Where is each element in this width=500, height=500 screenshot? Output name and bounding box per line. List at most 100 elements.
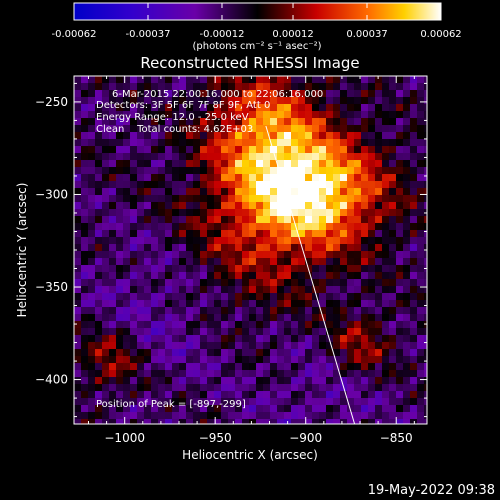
heatmap-cell [256,314,263,321]
heatmap-cell [193,398,200,405]
heatmap-cell [200,118,207,125]
heatmap-cell [151,377,158,384]
heatmap-cell [382,132,389,139]
heatmap-cell [312,265,319,272]
heatmap-cell [305,188,312,195]
heatmap-cell [193,160,200,167]
heatmap-cell [284,272,291,279]
heatmap-cell [270,202,277,209]
heatmap-cell [326,419,333,424]
heatmap-cell [368,293,375,300]
heatmap-cell [102,244,109,251]
heatmap-cell [326,146,333,153]
heatmap-cell [382,83,389,90]
heatmap-cell [95,146,102,153]
time-range-annotation: 6-Mar-2015 22:00:16.000 to 22:06:16.000 [112,89,323,100]
heatmap-cell [81,160,88,167]
heatmap-cell [410,139,417,146]
heatmap-cell [403,90,410,97]
heatmap-cell [137,272,144,279]
heatmap-cell [123,160,130,167]
heatmap-cell [389,167,396,174]
heatmap-cell [137,104,144,111]
heatmap-cell [200,349,207,356]
heatmap-cell [249,258,256,265]
heatmap-cell [235,83,242,90]
heatmap-cell [284,370,291,377]
heatmap-cell [277,398,284,405]
heatmap-cell [109,216,116,223]
heatmap-cell [417,363,424,370]
heatmap-cell [221,76,228,83]
heatmap-cell [95,209,102,216]
heatmap-cell [382,321,389,328]
heatmap-cell [424,342,427,349]
heatmap-cell [319,398,326,405]
heatmap-cell [102,328,109,335]
heatmap-cell [130,216,137,223]
heatmap-cell [130,384,137,391]
heatmap-cell [389,321,396,328]
heatmap-cell [179,384,186,391]
heatmap-cell [81,405,88,412]
heatmap-cell [214,118,221,125]
heatmap-cell [95,293,102,300]
heatmap-cell [368,300,375,307]
heatmap-cell [361,314,368,321]
heatmap-cell [389,202,396,209]
heatmap-cell [151,384,158,391]
heatmap-cell [116,195,123,202]
heatmap-cell [319,384,326,391]
heatmap-cell [368,202,375,209]
heatmap-cell [200,146,207,153]
heatmap-cell [221,90,228,97]
heatmap-cell [235,405,242,412]
heatmap-cell [172,279,179,286]
heatmap-cell [102,104,109,111]
heatmap-cell [137,300,144,307]
heatmap-cell [298,160,305,167]
heatmap-cell [284,335,291,342]
heatmap-cell [151,223,158,230]
heatmap-cell [389,251,396,258]
heatmap-cell [368,244,375,251]
heatmap-cell [102,223,109,230]
heatmap-cell [410,314,417,321]
heatmap-cell [298,300,305,307]
heatmap-cell [123,188,130,195]
heatmap-cell [326,342,333,349]
heatmap-cell [214,349,221,356]
heatmap-cell [298,356,305,363]
heatmap-cell [207,216,214,223]
heatmap-cell [389,363,396,370]
heatmap-cell [207,279,214,286]
heatmap-cell [179,223,186,230]
heatmap-cell [305,342,312,349]
heatmap-cell [144,279,151,286]
heatmap-cell [116,97,123,104]
heatmap-cell [361,83,368,90]
heatmap-cell [382,118,389,125]
heatmap-cell [375,405,382,412]
heatmap-cell [333,307,340,314]
heatmap-cell [88,342,95,349]
heatmap-cell [221,97,228,104]
heatmap-cell [172,237,179,244]
heatmap-cell [249,223,256,230]
heatmap-cell [130,181,137,188]
heatmap-cell [207,125,214,132]
heatmap-cell [340,188,347,195]
heatmap-cell [172,342,179,349]
heatmap-cell [291,202,298,209]
heatmap-cell [368,314,375,321]
heatmap-cell [235,223,242,230]
heatmap-cell [368,118,375,125]
heatmap-cell [74,97,81,104]
heatmap-cell [284,125,291,132]
heatmap-cell [277,237,284,244]
heatmap-cell [291,153,298,160]
heatmap-cell [193,223,200,230]
heatmap-cell [347,335,354,342]
heatmap-cell [326,237,333,244]
heatmap-cell [221,335,228,342]
